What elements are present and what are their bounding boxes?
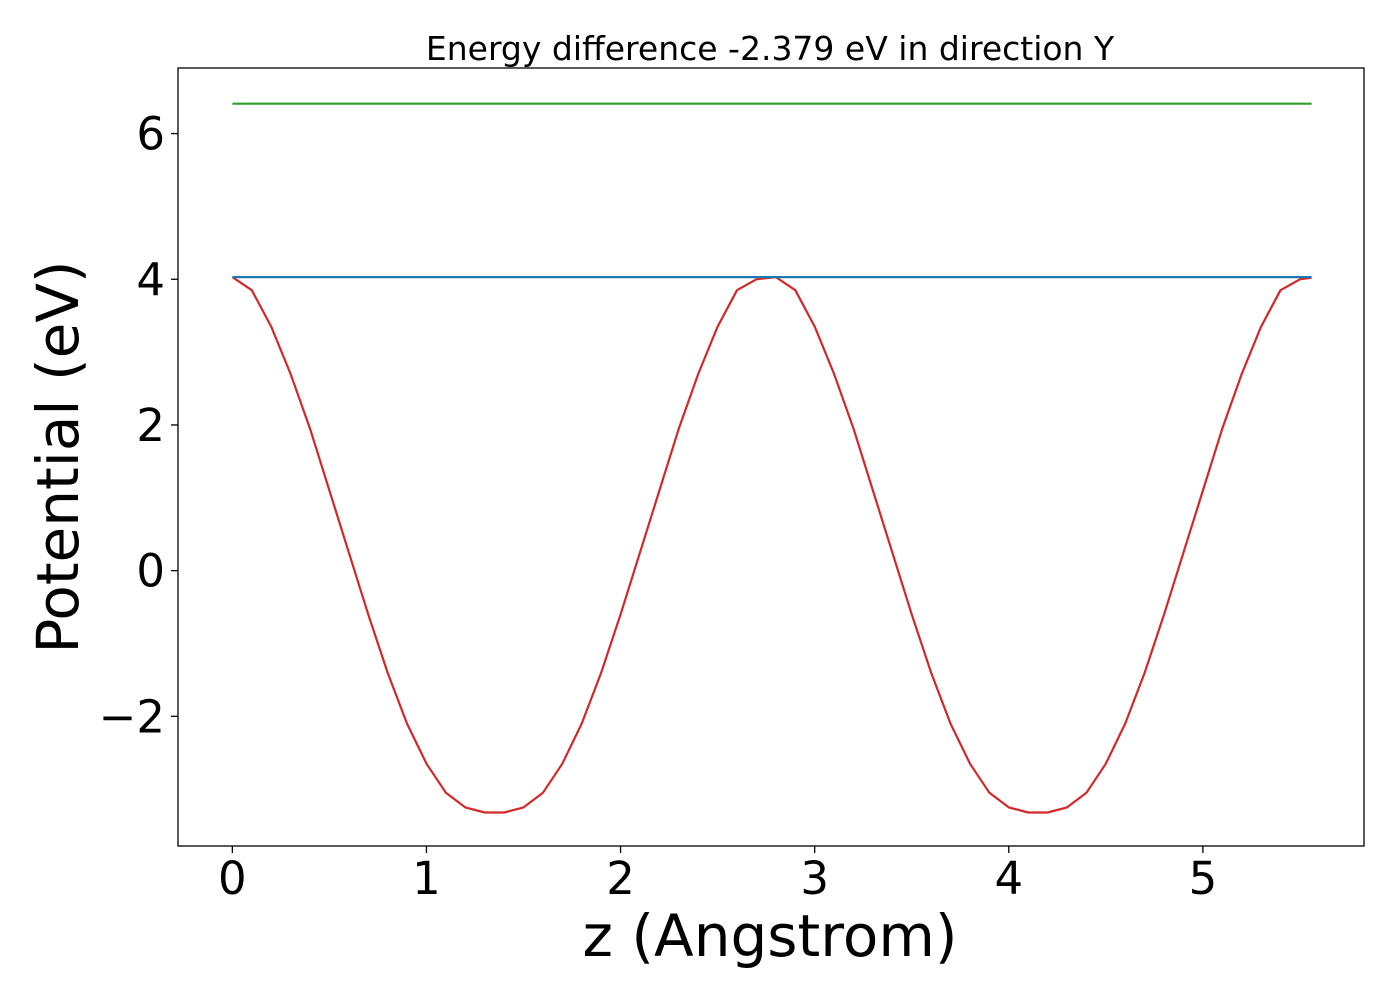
chart-title: Energy difference -2.379 eV in direction… bbox=[426, 29, 1115, 68]
x-tick-label-4: 4 bbox=[994, 852, 1023, 905]
x-tick-label-1: 1 bbox=[412, 852, 441, 905]
plot-frame bbox=[177, 67, 1365, 847]
y-axis-label: Potential (eV) bbox=[24, 260, 92, 653]
y-tick-label-3: 4 bbox=[136, 253, 165, 306]
series-line-0 bbox=[231, 276, 1312, 814]
y-tick-label-4: 6 bbox=[136, 108, 165, 161]
x-tick-label-2: 2 bbox=[606, 852, 635, 905]
plot-area bbox=[231, 102, 1312, 814]
x-tick-label-0: 0 bbox=[218, 852, 247, 905]
tick-layer: 0 1 2 3 4 5 −2 0 2 4 6 bbox=[99, 108, 1218, 905]
x-axis-label: z (Angstrom) bbox=[583, 902, 958, 970]
y-tick-label-0: −2 bbox=[99, 690, 165, 743]
y-tick-label-2: 2 bbox=[136, 399, 165, 452]
x-tick-label-3: 3 bbox=[800, 852, 829, 905]
y-tick-label-1: 0 bbox=[136, 545, 165, 598]
x-tick-label-5: 5 bbox=[1189, 852, 1218, 905]
